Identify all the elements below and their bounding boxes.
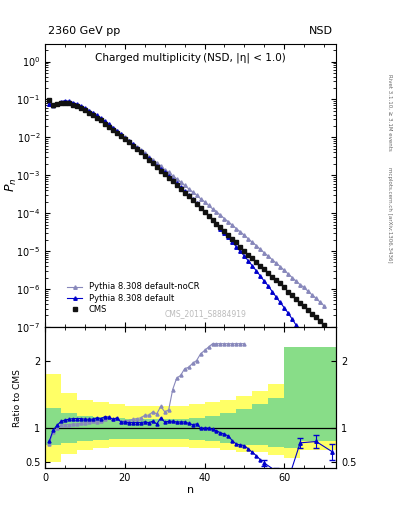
X-axis label: n: n [187,485,194,495]
Pythia 8.308 default-noCR [202,199,207,205]
Line: Pythia 8.308 default: Pythia 8.308 default [48,99,326,367]
Pythia 8.308 default [63,98,68,104]
Pythia 8.308 default-noCR [114,127,119,134]
Y-axis label: $P_n$: $P_n$ [4,178,19,193]
Pythia 8.308 default [322,361,327,368]
Pythia 8.308 default-noCR [87,108,92,114]
CMS [198,205,203,211]
Pythia 8.308 default-noCR [134,144,139,150]
Pythia 8.308 default [87,108,92,114]
CMS [119,133,123,139]
Pythia 8.308 default-noCR [282,267,286,273]
CMS [282,284,286,290]
CMS [322,322,327,328]
Pythia 8.308 default-noCR [47,101,51,108]
Pythia 8.308 default [282,305,286,311]
Pythia 8.308 default-noCR [286,271,290,277]
Pythia 8.308 default-noCR [63,99,68,105]
Pythia 8.308 default [114,127,119,134]
Line: CMS: CMS [47,97,327,328]
CMS [47,97,51,103]
Text: CMS_2011_S8884919: CMS_2011_S8884919 [164,309,246,318]
Text: mcplots.cern.ch [arXiv:1306.3436]: mcplots.cern.ch [arXiv:1306.3436] [387,167,392,263]
Legend: Pythia 8.308 default-noCR, Pythia 8.308 default, CMS: Pythia 8.308 default-noCR, Pythia 8.308 … [64,279,203,317]
Text: 2360 GeV pp: 2360 GeV pp [48,27,120,36]
Text: Rivet 3.1.10, ≥ 3.1M events: Rivet 3.1.10, ≥ 3.1M events [387,74,392,151]
Pythia 8.308 default-noCR [322,303,327,309]
Y-axis label: Ratio to CMS: Ratio to CMS [13,369,22,426]
CMS [130,143,135,149]
Pythia 8.308 default [286,310,290,316]
Text: NSD: NSD [309,27,333,36]
Text: Charged multiplicity (NSD, |η| < 1.0): Charged multiplicity (NSD, |η| < 1.0) [95,52,286,62]
Pythia 8.308 default [202,208,207,215]
CMS [278,281,283,287]
CMS [110,126,115,133]
Pythia 8.308 default [134,145,139,151]
Pythia 8.308 default [47,100,51,106]
Line: Pythia 8.308 default-noCR: Pythia 8.308 default-noCR [48,100,326,308]
